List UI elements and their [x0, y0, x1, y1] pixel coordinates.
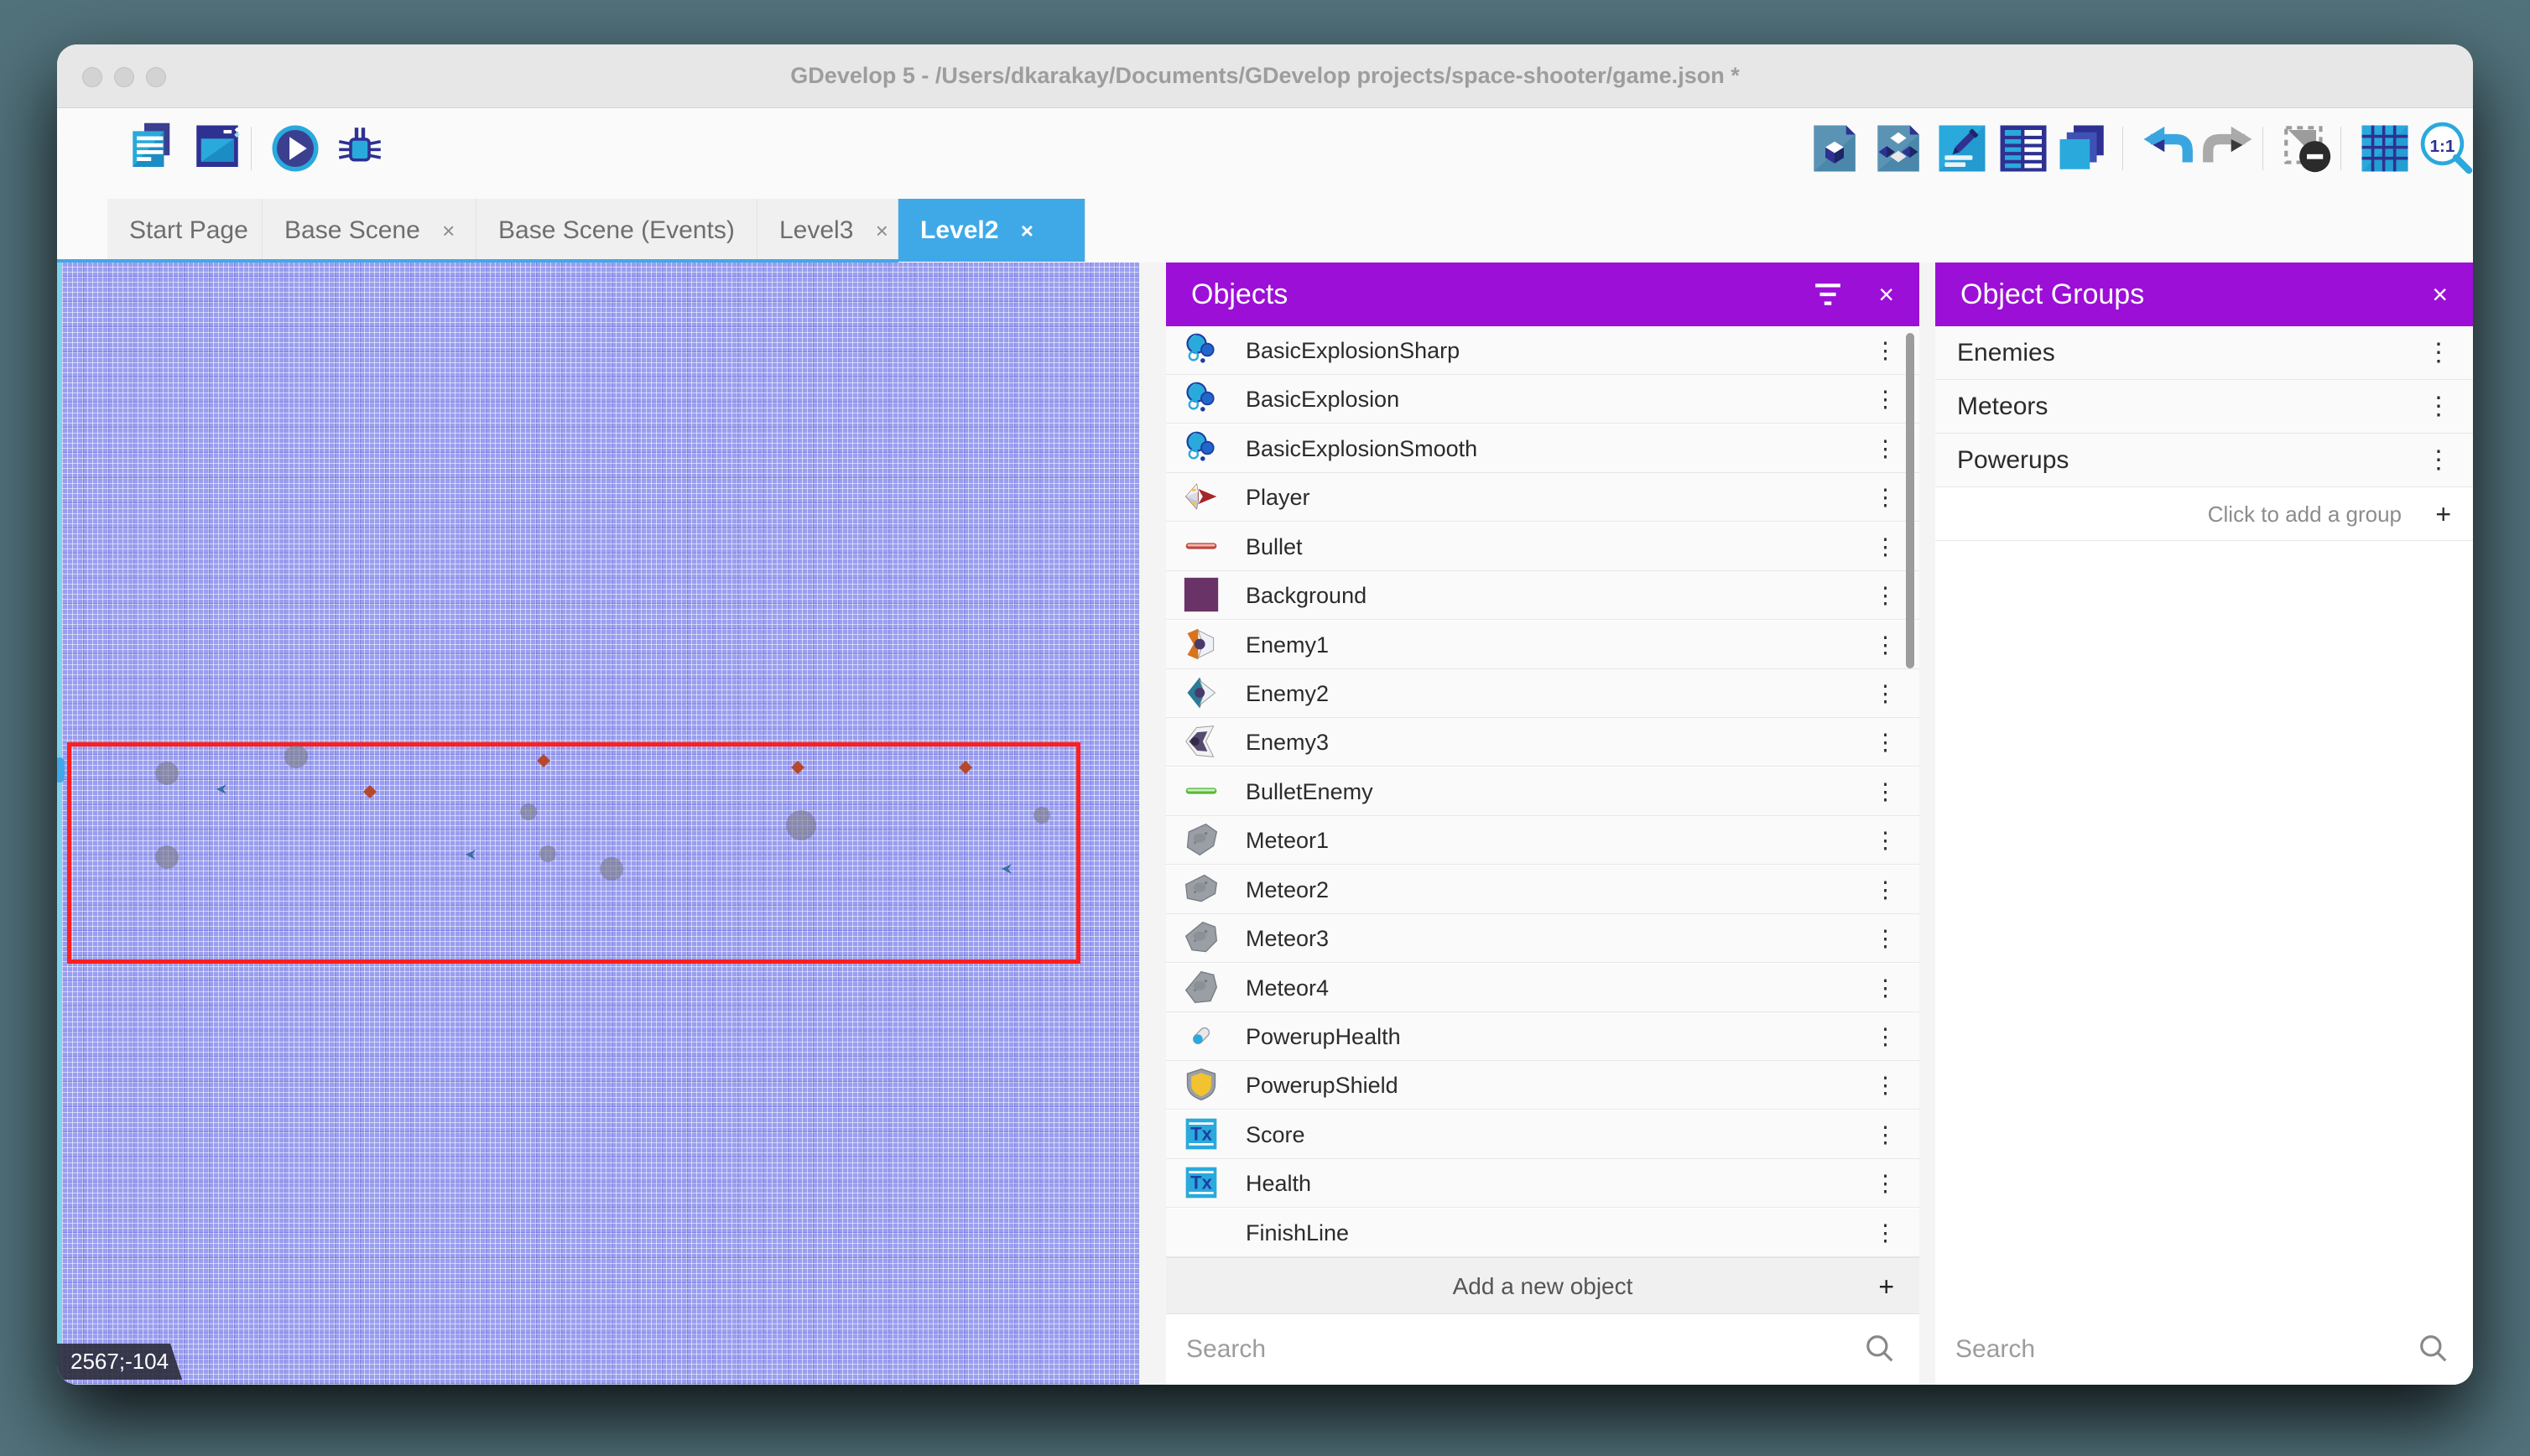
- svg-text:Tx: Tx: [1190, 1172, 1212, 1193]
- svg-text:Tx: Tx: [1190, 1123, 1212, 1144]
- svg-text:1:1: 1:1: [2430, 137, 2455, 156]
